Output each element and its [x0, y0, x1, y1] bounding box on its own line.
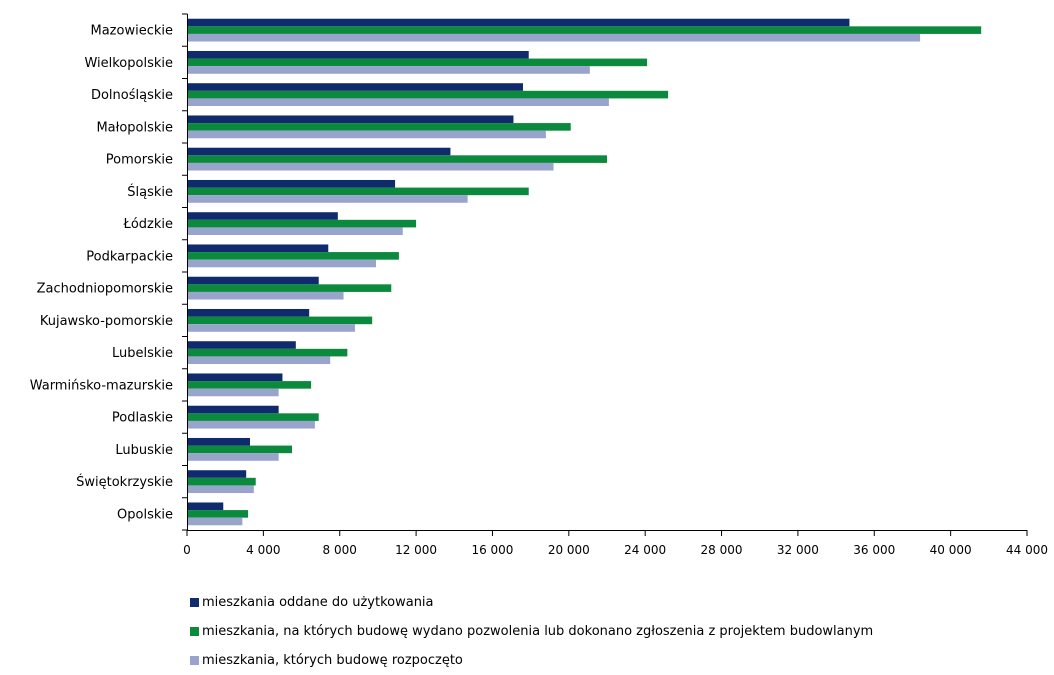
legend-label-permits: mieszkania, na których budowę wydano poz…	[202, 624, 874, 639]
x-tick-label: 24 000	[624, 543, 666, 557]
category-label: Opolskie	[117, 507, 173, 522]
legend-swatch-permits	[190, 627, 199, 636]
bar-warmińsko-mazurskie-series-0	[187, 373, 283, 382]
category-label: Śląskie	[127, 184, 173, 200]
bars-layer	[187, 18, 982, 526]
category-label: Łódzkie	[123, 217, 173, 232]
bar-lubuskie-series-2	[187, 453, 279, 461]
bar-zachodniopomorskie-series-2	[187, 291, 344, 300]
bar-świętokrzyskie-series-1	[187, 477, 256, 486]
bar-podlaskie-series-1	[187, 413, 319, 421]
bar-dolnośląskie-series-1	[187, 90, 669, 99]
bar-opolskie-series-1	[187, 510, 249, 518]
bar-lubuskie-series-0	[187, 437, 250, 446]
bar-wielkopolskie-series-1	[187, 58, 648, 67]
bar-kujawsko-pomorskie-series-0	[187, 308, 310, 317]
bar-wielkopolskie-series-2	[187, 66, 590, 74]
legend-label-started: mieszkania, których budowę rozpoczęto	[202, 653, 463, 668]
category-label: Lubelskie	[112, 346, 173, 361]
axes-layer	[182, 13, 1028, 536]
bar-małopolskie-series-2	[187, 130, 546, 139]
x-tick-label: 40 000	[930, 543, 972, 557]
category-label: Zachodniopomorskie	[37, 282, 173, 297]
bar-lubelskie-series-0	[187, 341, 296, 349]
bar-lubelskie-series-2	[187, 356, 331, 365]
bar-wielkopolskie-series-0	[187, 50, 529, 59]
category-label: Podlaskie	[112, 411, 173, 426]
bar-opolskie-series-0	[187, 502, 224, 511]
bar-kujawsko-pomorskie-series-1	[187, 316, 373, 325]
x-tick-label: 12 000	[395, 543, 437, 557]
bar-mazowieckie-series-1	[187, 26, 982, 34]
category-label: Warmińsko-mazurskie	[30, 378, 173, 393]
x-tick-label: 44 000	[1006, 543, 1048, 557]
x-tick-label: 8 000	[323, 543, 357, 557]
bar-podkarpackie-series-0	[187, 244, 329, 253]
x-tick-label: 28 000	[701, 543, 743, 557]
bar-podkarpackie-series-2	[187, 259, 376, 268]
bar-łódzkie-series-2	[187, 227, 403, 236]
category-label: Małopolskie	[96, 120, 173, 135]
legend-swatch-completed	[190, 598, 199, 607]
bar-podlaskie-series-0	[187, 405, 279, 414]
x-tick-label: 0	[183, 543, 191, 557]
x-tick-label: 4 000	[246, 543, 280, 557]
bar-warmińsko-mazurskie-series-1	[187, 381, 312, 389]
bar-mazowieckie-series-2	[187, 33, 921, 42]
legend-item-completed: mieszkania oddane do użytkowania	[190, 588, 1050, 617]
category-label: Kujawsko-pomorskie	[40, 314, 173, 329]
bar-opolskie-series-2	[187, 517, 243, 526]
category-label: Lubuskie	[115, 443, 173, 458]
bar-kujawsko-pomorskie-series-2	[187, 324, 355, 332]
category-label: Wielkopolskie	[84, 56, 173, 71]
bar-podlaskie-series-2	[187, 420, 315, 429]
legend-item-started: mieszkania, których budowę rozpoczęto	[190, 646, 1050, 675]
labels-layer: Mazowieckie Wielkopolskie Dolnośląskie Mało…	[30, 24, 1048, 557]
legend-swatch-started	[190, 656, 199, 665]
bar-łódzkie-series-1	[187, 219, 417, 228]
bar-pomorskie-series-2	[187, 162, 554, 171]
bar-zachodniopomorskie-series-0	[187, 276, 319, 285]
x-tick-label: 16 000	[471, 543, 513, 557]
bar-dolnośląskie-series-2	[187, 98, 609, 107]
bar-chart: Mazowieckie Wielkopolskie Dolnośląskie Mało…	[30, 13, 1048, 557]
bar-małopolskie-series-1	[187, 123, 571, 131]
bar-świętokrzyskie-series-2	[187, 485, 254, 494]
bar-zachodniopomorskie-series-1	[187, 284, 392, 292]
x-tick-label: 32 000	[777, 543, 819, 557]
bar-świętokrzyskie-series-0	[187, 470, 247, 478]
bar-śląskie-series-2	[187, 195, 468, 203]
bar-łódzkie-series-0	[187, 212, 338, 220]
legend-label-completed: mieszkania oddane do użytkowania	[202, 595, 434, 610]
category-label: Podkarpackie	[86, 249, 173, 264]
bar-dolnośląskie-series-0	[187, 83, 523, 91]
bar-warmińsko-mazurskie-series-2	[187, 388, 279, 397]
bar-lubuskie-series-1	[187, 445, 292, 454]
bar-mazowieckie-series-0	[187, 18, 850, 27]
x-tick-label: 36 000	[853, 543, 895, 557]
bar-lubelskie-series-1	[187, 348, 348, 357]
bar-pomorskie-series-1	[187, 155, 607, 163]
category-label: Dolnośląskie	[91, 88, 173, 103]
bar-śląskie-series-1	[187, 187, 529, 196]
category-label: Mazowieckie	[91, 24, 174, 39]
bar-małopolskie-series-0	[187, 115, 514, 124]
bar-śląskie-series-0	[187, 179, 396, 188]
legend: mieszkania oddane do użytkowania mieszka…	[190, 588, 1050, 675]
bar-pomorskie-series-0	[187, 147, 451, 156]
bar-podkarpackie-series-1	[187, 252, 399, 260]
category-label: Pomorskie	[106, 153, 173, 168]
category-label: Świętokrzyskie	[76, 474, 173, 490]
x-tick-label: 20 000	[548, 543, 590, 557]
legend-item-permits: mieszkania, na których budowę wydano poz…	[190, 617, 1050, 646]
